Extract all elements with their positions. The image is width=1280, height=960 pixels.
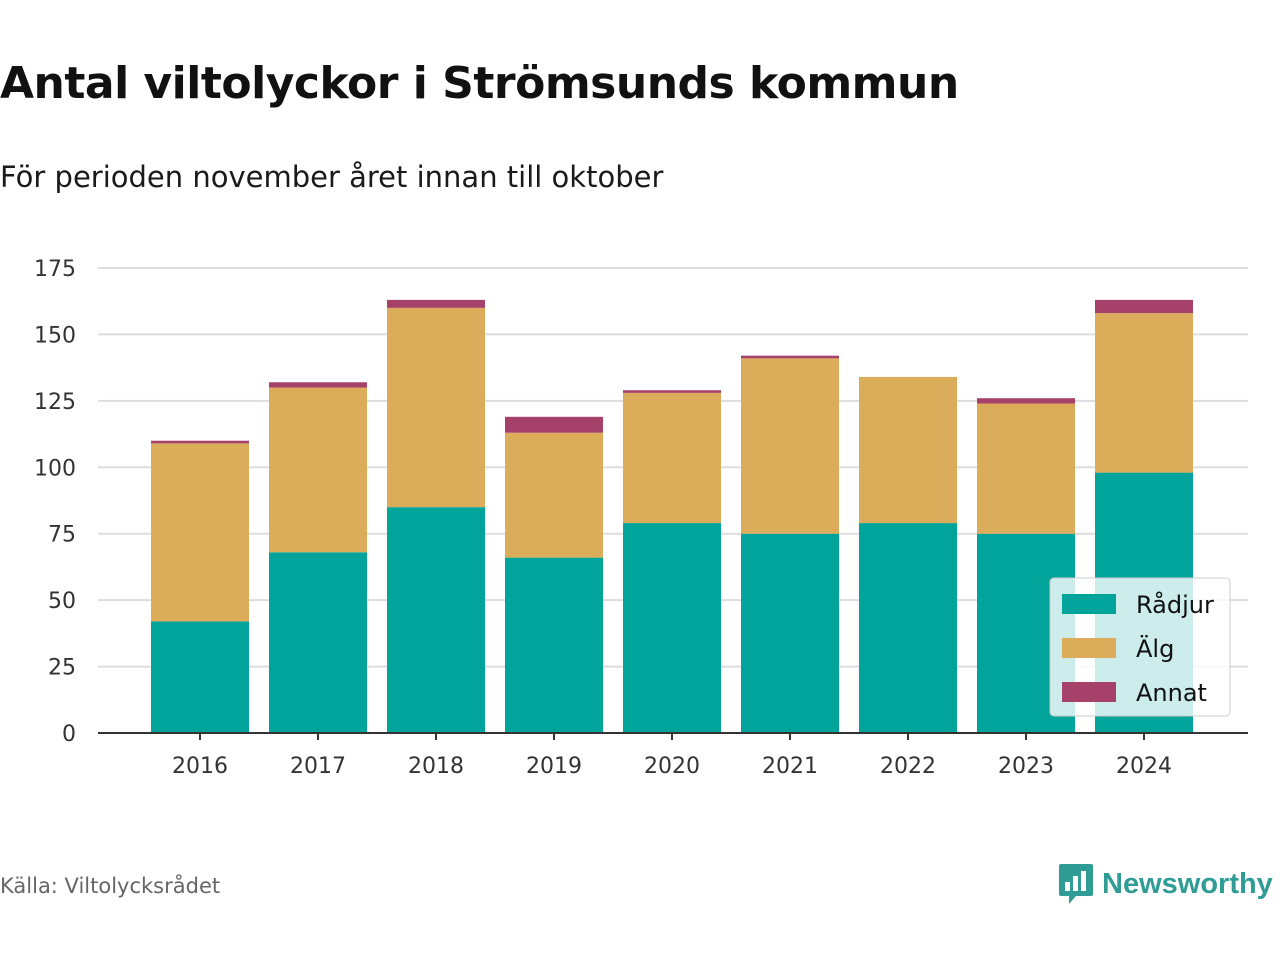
chart-title: Antal viltolyckor i Strömsunds kommun	[0, 58, 959, 109]
x-tick-label: 2022	[880, 754, 936, 779]
bar-segment-r-djur-2021	[741, 533, 839, 733]
y-tick-label: 150	[34, 323, 76, 348]
x-tick-label: 2016	[172, 754, 228, 779]
bar-segment-r-djur-2017	[269, 552, 367, 733]
bar-segment--lg-2023	[977, 403, 1075, 534]
brand-name: Newsworthy	[1102, 867, 1273, 900]
bar-segment-r-djur-2020	[623, 523, 721, 733]
bar-segment--lg-2019	[505, 432, 603, 558]
bar-segment-r-djur-2022	[859, 523, 957, 733]
bar-segment-annat-2021	[741, 355, 839, 359]
legend-swatch	[1062, 594, 1116, 614]
bar-segment-annat-2018	[387, 299, 485, 308]
bar-segment-r-djur-2018	[387, 507, 485, 733]
bar-segment--lg-2017	[269, 387, 367, 553]
source-note: Källa: Viltolycksrådet	[0, 874, 221, 898]
bar-segment-annat-2016	[151, 440, 249, 444]
stacked-bar-chart: 0 25 50 75 100 125 150 175 2016 2017 2018 2019 2020…	[34, 257, 1248, 779]
y-tick-label: 50	[48, 589, 76, 614]
chart-subtitle: För perioden november året innan till ok…	[0, 160, 664, 194]
legend-label: Rådjur	[1136, 590, 1214, 619]
brand-logo: Newsworthy	[1058, 862, 1273, 906]
bar-segment-annat-2020	[623, 390, 721, 393]
legend-label: Älg	[1136, 634, 1174, 663]
y-tick-label: 75	[48, 523, 76, 548]
bar-segment-annat-2017	[269, 382, 367, 388]
bar-segment--lg-2024	[1095, 313, 1193, 473]
newsworthy-logo-icon	[1059, 864, 1093, 904]
y-tick-label: 25	[48, 656, 76, 681]
bar-segment-r-djur-2019	[505, 557, 603, 733]
x-tick-label: 2019	[526, 754, 582, 779]
bar-segment-annat-2023	[977, 398, 1075, 404]
bar-segment--lg-2021	[741, 358, 839, 534]
legend-label: Annat	[1136, 679, 1207, 707]
bar-segment--lg-2020	[623, 392, 721, 524]
bar-segment--lg-2016	[151, 443, 249, 622]
y-tick-label: 125	[34, 390, 76, 415]
x-tick-label: 2021	[762, 754, 818, 779]
legend-swatch	[1062, 682, 1116, 702]
bar-segment--lg-2018	[387, 307, 485, 508]
bar-segment--lg-2022	[859, 376, 957, 524]
x-tick-label: 2020	[644, 754, 700, 779]
bar-segment-r-djur-2016	[151, 621, 249, 733]
bar-segment-annat-2019	[505, 416, 603, 433]
x-tick-label: 2018	[408, 754, 464, 779]
y-tick-label: 175	[34, 257, 76, 282]
bar-segment-annat-2024	[1095, 299, 1193, 314]
x-tick-label: 2024	[1116, 754, 1172, 779]
y-tick-label: 100	[34, 456, 76, 481]
y-tick-label: 0	[62, 722, 76, 747]
x-tick-label: 2023	[998, 754, 1054, 779]
x-tick-label: 2017	[290, 754, 346, 779]
legend-swatch	[1062, 638, 1116, 658]
